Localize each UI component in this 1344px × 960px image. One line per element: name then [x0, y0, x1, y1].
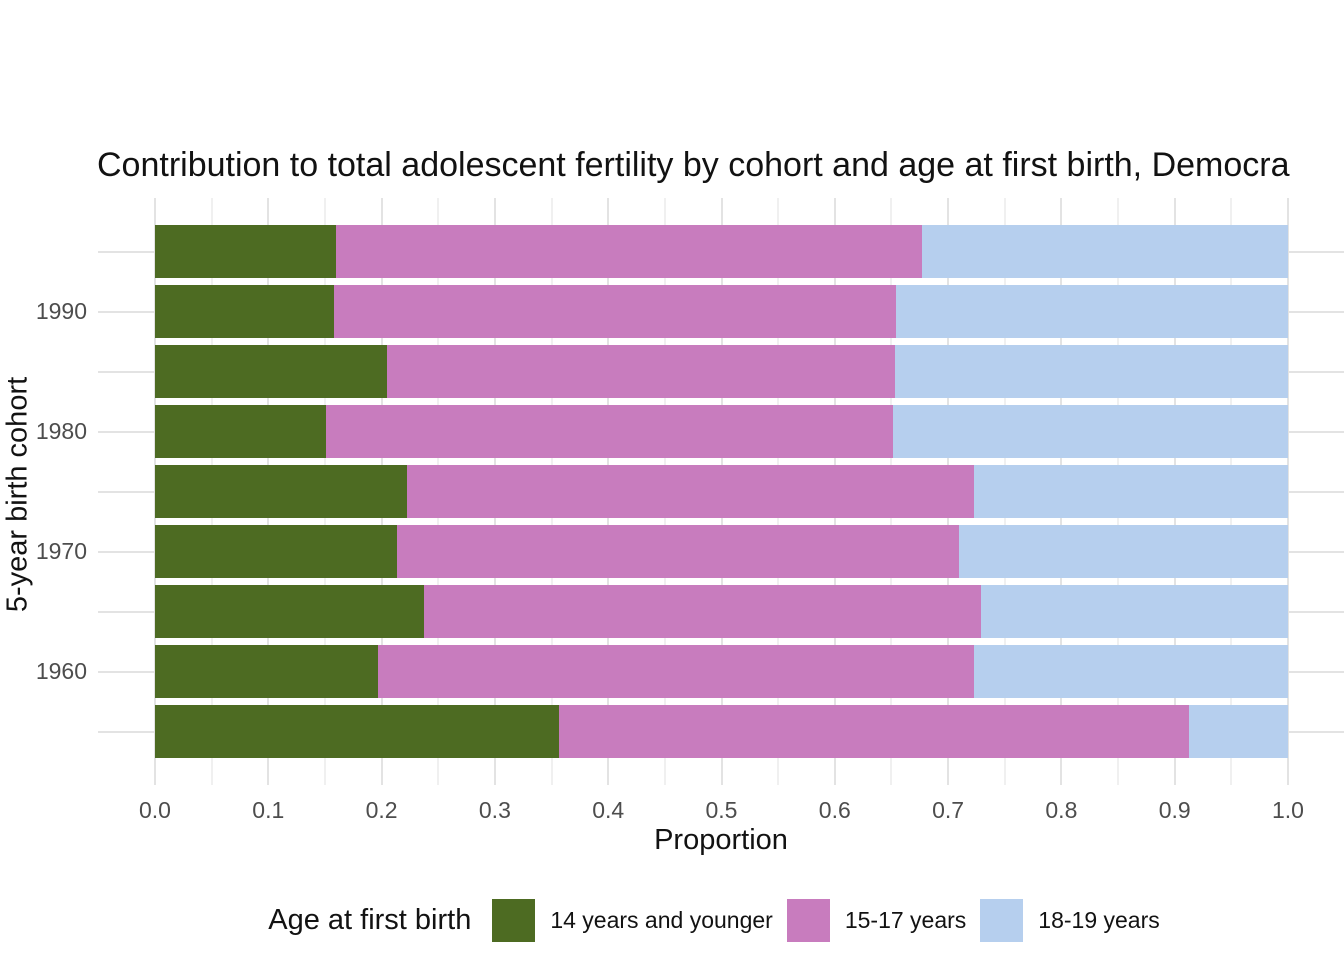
- x-tick-label: 0.3: [478, 797, 511, 823]
- bar-segment-18-19-years: [974, 645, 1288, 698]
- legend-item-label: 18-19 years: [1038, 906, 1160, 933]
- bar-segment-18-19-years: [892, 405, 1288, 458]
- bar-segment-14-years-and-younger: [155, 645, 379, 698]
- x-tick-label: 0.5: [705, 797, 738, 823]
- x-tick-label: 0.0: [139, 797, 171, 823]
- legend-swatch-icon: [786, 898, 830, 942]
- bar-segment-14-years-and-younger: [155, 345, 388, 398]
- legend-item: 15-17 years: [786, 898, 967, 942]
- bar-segment-18-19-years: [922, 225, 1288, 278]
- bar-row: [155, 525, 1288, 578]
- bar-row: [155, 225, 1288, 278]
- bar-segment-15-17-years: [378, 645, 975, 698]
- bar-segment-14-years-and-younger: [155, 285, 334, 338]
- legend: Age at first birth 14 years and younger 1…: [98, 897, 1344, 943]
- bar-segment-14-years-and-younger: [155, 405, 327, 458]
- x-tick-label: 0.8: [1045, 797, 1078, 823]
- plot-panel: [98, 198, 1344, 785]
- bar-row: [155, 465, 1288, 518]
- bar-segment-14-years-and-younger: [155, 705, 560, 758]
- y-tick-label: 1990: [35, 297, 87, 324]
- bar-segment-14-years-and-younger: [155, 585, 424, 638]
- bar-segment-15-17-years: [334, 285, 896, 338]
- legend-items: 14 years and younger 15-17 years 18-19 yea…: [492, 898, 1173, 942]
- x-tick-label: 0.4: [592, 797, 625, 823]
- bar-segment-14-years-and-younger: [155, 225, 337, 278]
- bar-segment-15-17-years: [406, 465, 975, 518]
- legend-item-label: 15-17 years: [844, 906, 967, 933]
- legend-item: 14 years and younger: [492, 898, 773, 942]
- legend-swatch-icon: [980, 898, 1024, 942]
- y-tick-label: 1980: [35, 417, 87, 444]
- bar-segment-15-17-years: [423, 585, 981, 638]
- bar-segment-15-17-years: [559, 705, 1190, 758]
- y-axis-title: 5-year birth cohort: [1, 376, 34, 613]
- bar-segment-18-19-years: [894, 345, 1288, 398]
- bar-row: [155, 345, 1288, 398]
- bar-segment-15-17-years: [326, 405, 893, 458]
- bar-segment-18-19-years: [974, 465, 1288, 518]
- bar-segment-14-years-and-younger: [155, 525, 398, 578]
- bar-row: [155, 585, 1288, 638]
- y-tick-label: 1970: [35, 537, 87, 564]
- x-tick-label: 0.9: [1158, 797, 1191, 823]
- bar-segment-18-19-years: [1189, 705, 1288, 758]
- bar-segment-15-17-years: [336, 225, 923, 278]
- x-tick-label: 1.0: [1272, 797, 1304, 823]
- chart-title: Contribution to total adolescent fertili…: [97, 146, 1290, 184]
- x-tick-label: 0.6: [818, 797, 851, 823]
- y-tick-label: 1960: [35, 657, 87, 684]
- legend-title: Age at first birth: [268, 903, 472, 936]
- bar-segment-15-17-years: [397, 525, 960, 578]
- legend-item: 18-19 years: [980, 898, 1160, 942]
- bar-segment-18-19-years: [980, 585, 1288, 638]
- x-tick-label: 0.7: [932, 797, 965, 823]
- bar-segment-18-19-years: [895, 285, 1288, 338]
- bar-segment-14-years-and-younger: [155, 465, 407, 518]
- legend-item-label: 14 years and younger: [550, 906, 773, 933]
- bar-segment-18-19-years: [959, 525, 1288, 578]
- bar-row: [155, 645, 1288, 698]
- x-axis-title: Proportion: [654, 824, 788, 856]
- bar-row: [155, 405, 1288, 458]
- x-tick-label: 0.1: [252, 797, 285, 823]
- bar-row: [155, 705, 1288, 758]
- bar-segment-15-17-years: [387, 345, 895, 398]
- legend-swatch-icon: [492, 898, 536, 942]
- x-tick-label: 0.2: [365, 797, 398, 823]
- bar-row: [155, 285, 1288, 338]
